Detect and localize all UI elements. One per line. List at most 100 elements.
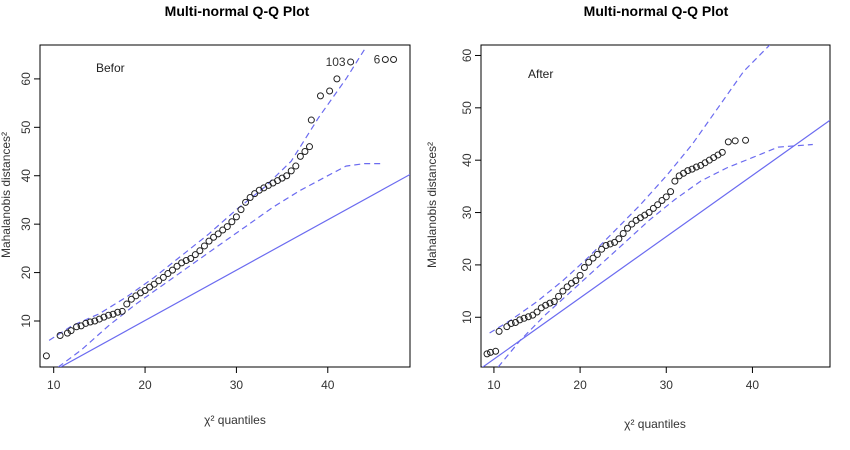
data-point <box>516 316 524 324</box>
data-point <box>228 218 236 226</box>
y-axis-ticks: 10 20 30 40 50 60 <box>460 48 481 324</box>
data-point <box>95 315 103 323</box>
plot-marks <box>42 49 410 367</box>
data-point <box>182 256 190 264</box>
data-point <box>658 197 666 205</box>
data-point <box>688 165 696 173</box>
data-point <box>237 206 245 214</box>
y-tick-label: 40 <box>460 153 474 167</box>
data-point <box>191 251 199 259</box>
data-point <box>105 311 113 319</box>
data-point <box>381 56 389 64</box>
data-point <box>667 188 675 196</box>
data-point <box>292 162 300 170</box>
y-tick-label: 50 <box>460 101 474 115</box>
data-point <box>602 242 610 250</box>
y-tick-label: 20 <box>460 258 474 272</box>
x-tick-label: 10 <box>47 378 61 392</box>
data-point <box>219 226 227 234</box>
data-point <box>86 318 94 326</box>
data-point <box>196 247 204 255</box>
data-point <box>67 327 75 335</box>
y-tick-label: 50 <box>19 120 33 134</box>
data-point <box>287 167 295 175</box>
data-point <box>550 298 558 306</box>
data-point <box>214 230 222 238</box>
data-point <box>246 194 254 202</box>
data-point <box>390 56 398 64</box>
reference-line <box>481 119 830 367</box>
outlier-label: 103 <box>326 55 346 69</box>
data-point <box>684 167 692 175</box>
data-point <box>503 323 511 331</box>
data-point <box>533 308 541 316</box>
data-point <box>200 242 208 250</box>
data-point <box>589 254 597 262</box>
panel-annotation: After <box>528 67 553 81</box>
y-axis-label: Mahalanobis distances² <box>425 142 439 268</box>
chart-title: Multi-normal Q-Q Plot <box>584 3 729 19</box>
data-point <box>114 308 122 316</box>
x-axis-label: χ² quantiles <box>624 417 686 431</box>
data-point <box>168 266 176 274</box>
data-point <box>585 258 593 266</box>
data-point <box>649 204 657 212</box>
data-point <box>333 75 341 83</box>
data-point <box>223 223 231 231</box>
data-point <box>572 277 580 285</box>
data-point <box>155 277 163 285</box>
x-tick-label: 20 <box>138 378 152 392</box>
plot-marks <box>481 45 830 367</box>
data-point <box>306 143 314 151</box>
data-point <box>251 190 259 198</box>
data-point <box>326 87 334 95</box>
data-point <box>692 163 700 171</box>
data-point <box>598 245 606 253</box>
data-point <box>654 201 662 209</box>
y-tick-label: 30 <box>19 217 33 231</box>
data-point <box>109 310 117 318</box>
outlier-label: 6 <box>374 53 381 67</box>
data-point <box>662 193 670 201</box>
data-point <box>141 286 149 294</box>
data-point <box>82 319 90 327</box>
data-point <box>495 327 503 335</box>
data-point <box>628 220 636 228</box>
y-tick-label: 60 <box>460 48 474 62</box>
lower-confidence-band <box>497 143 813 367</box>
x-tick-label: 40 <box>746 378 760 392</box>
data-point <box>210 233 218 241</box>
data-point <box>242 198 250 206</box>
y-tick-label: 10 <box>19 314 33 328</box>
data-point <box>301 148 309 156</box>
data-point <box>91 317 99 325</box>
data-point <box>524 313 532 321</box>
data-point <box>159 273 167 281</box>
x-axis-label: χ² quantiles <box>204 413 266 427</box>
x-axis-ticks: 10 20 30 40 <box>487 367 759 392</box>
qq-plot-before: Multi-normal Q-Q Plot Befor χ² quantiles… <box>0 3 411 427</box>
data-point <box>483 350 491 358</box>
data-point <box>347 58 355 66</box>
data-point <box>173 262 181 270</box>
data-point <box>615 235 623 243</box>
data-point <box>542 301 550 309</box>
reference-line <box>59 173 410 367</box>
data-point <box>718 148 726 156</box>
plot-frame <box>480 44 831 368</box>
panel-annotation: Befor <box>96 61 125 75</box>
data-point <box>619 229 627 237</box>
data-point <box>73 323 81 331</box>
data-point <box>307 116 315 124</box>
data-point <box>296 152 304 160</box>
data-point <box>164 270 172 278</box>
data-point <box>187 255 195 263</box>
data-point <box>486 348 494 356</box>
data-point <box>724 138 732 146</box>
upper-confidence-band <box>489 45 771 334</box>
data-point <box>56 332 64 340</box>
data-point <box>671 177 679 185</box>
data-point <box>742 136 750 144</box>
plot-frame <box>39 44 411 368</box>
y-tick-label: 60 <box>19 72 33 86</box>
